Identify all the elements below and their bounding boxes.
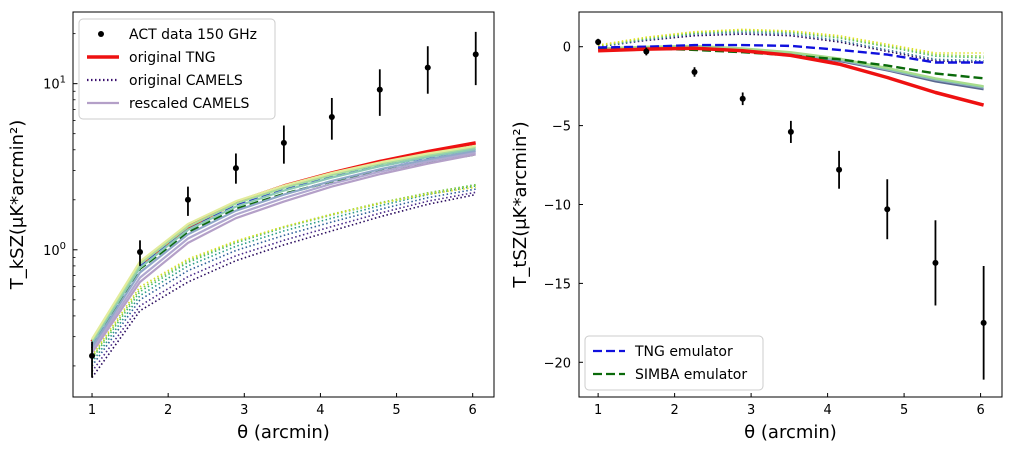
series-line-rescaled-camels-5	[91, 146, 476, 341]
data-point	[836, 166, 843, 173]
x-tick-label: 1	[594, 403, 602, 418]
y-tick-label: −20	[544, 356, 571, 371]
legend-entry-label: original CAMELS	[129, 73, 243, 89]
series-line-original-tng	[90, 141, 477, 343]
data-point	[89, 352, 96, 359]
plot-area	[595, 28, 987, 380]
data-point	[980, 319, 987, 326]
x-tick-label: 3	[747, 403, 755, 418]
x-tick-label: 6	[469, 403, 477, 418]
series-line-rescaled-camels-1	[91, 153, 476, 354]
x-axis-label: θ (arcmin)	[744, 422, 837, 443]
x-tick-label: 4	[823, 403, 831, 418]
data-point	[424, 64, 431, 71]
series-line-original-camels-7	[91, 186, 476, 357]
legend-marker	[98, 31, 104, 37]
series-line-rescaled-camels-6	[91, 144, 476, 340]
series-line-original-camels-5	[597, 28, 984, 54]
y-axis-label: T_kSZ(μK*arcmin²)	[7, 120, 28, 291]
data-point	[280, 139, 287, 146]
data-point	[376, 86, 383, 93]
legend-box	[78, 18, 276, 120]
data-point	[643, 48, 650, 55]
data-point	[739, 95, 746, 102]
legend-entry-label: TNG emulator	[634, 344, 733, 360]
x-tick-label: 5	[900, 403, 908, 418]
right-panel-tsz: 1 2 3 4 5 6 0 −5 −10 −15 −20 θ (arcmin) T_tSZ(μK*arc…	[510, 11, 1003, 443]
x-tick-label: 2	[670, 403, 678, 418]
series-line-original-camels-2	[91, 191, 476, 372]
legend-box	[584, 335, 764, 391]
legend-entry-label: original TNG	[129, 50, 216, 66]
data-point	[232, 165, 239, 172]
x-tick-label: 1	[88, 403, 96, 418]
data-point	[136, 248, 143, 255]
y-tick-base: 10	[43, 244, 60, 259]
legend-entry-label: ACT data 150 GHz	[129, 27, 257, 43]
x-tick-label: 6	[976, 403, 984, 418]
legend: TNG emulator SIMBA emulator	[584, 335, 764, 391]
y-tick-exponent: 1	[60, 75, 66, 86]
data-point	[884, 206, 891, 213]
data-point	[595, 38, 602, 45]
y-axis-label: T_tSZ(μK*arcmin²)	[510, 121, 531, 288]
y-tick-label: 0	[563, 41, 571, 56]
x-tick-label: 2	[164, 403, 172, 418]
legend-entry-label: SIMBA emulator	[635, 367, 747, 383]
series-line-rescaled-camels-4	[91, 147, 476, 344]
y-tick-exponent: 0	[60, 241, 66, 252]
series-line-rescaled-camels-2	[91, 151, 476, 351]
legend-entry-label: rescaled CAMELS	[129, 96, 250, 112]
y-tick-label: −15	[544, 277, 571, 292]
series-line-original-camels-4	[91, 185, 476, 363]
plot-area	[89, 31, 479, 379]
series-line-original-camels-5	[91, 183, 476, 360]
y-tick-label: 101	[43, 75, 66, 93]
data-point	[328, 113, 335, 120]
series-line-simba-emulator	[90, 153, 476, 350]
axes-frame	[72, 11, 495, 398]
series-line-tng-emulator	[90, 148, 476, 347]
y-tick-label: 100	[43, 241, 66, 259]
x-tick-label: 3	[240, 403, 248, 418]
y-tick-label: −10	[544, 199, 571, 214]
y-tick-base: 10	[43, 78, 60, 93]
data-point	[472, 51, 479, 58]
data-point	[691, 68, 698, 75]
legend: ACT data 150 GHz original TNG original CAM…	[78, 18, 276, 120]
data-point	[184, 196, 191, 203]
series-line-original-camels-1	[597, 33, 984, 64]
series-line-original-camels-3	[91, 188, 476, 367]
x-tick-label: 5	[392, 403, 400, 418]
x-tick-label: 4	[316, 403, 324, 418]
series-line-original-camels-6	[91, 184, 476, 358]
data-point	[932, 259, 939, 266]
series-line-original-tng	[598, 46, 985, 107]
x-axis-label: θ (arcmin)	[237, 422, 330, 443]
series-line-rescaled-camels-4	[598, 44, 984, 88]
series-line-rescaled-camels-3	[91, 149, 476, 348]
data-point	[787, 128, 794, 135]
series-line-original-camels-1	[91, 193, 476, 379]
y-tick-label: −5	[552, 120, 571, 135]
